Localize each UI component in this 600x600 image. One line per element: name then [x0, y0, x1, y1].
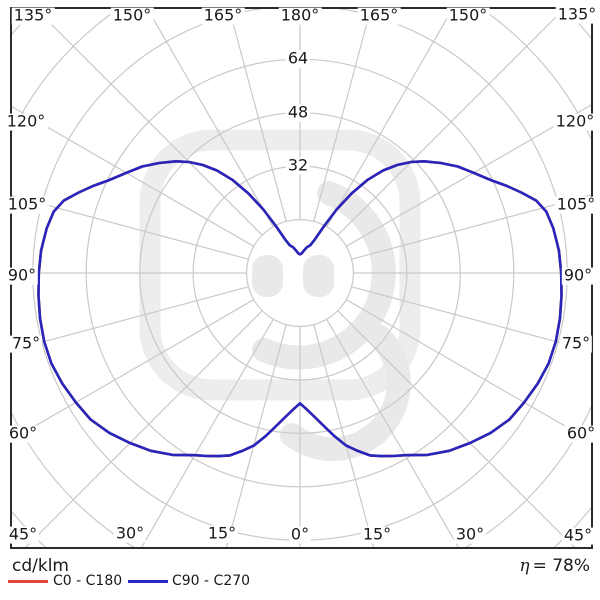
- angle-tick-label: 45°: [6, 524, 40, 544]
- angle-tick-label: 60°: [6, 423, 40, 443]
- angle-tick-label: 15°: [360, 524, 394, 544]
- angle-tick-label: 135°: [555, 4, 599, 24]
- angle-tick-label: 15°: [205, 523, 239, 543]
- angle-tick-label: 60°: [564, 423, 598, 443]
- polar-grid: [10, 7, 593, 549]
- angle-tick-label: 105°: [554, 194, 598, 214]
- legend-line-c90-c270: [128, 580, 168, 583]
- unit-label: cd/klm: [12, 556, 69, 576]
- angle-tick-label: 165°: [201, 5, 245, 25]
- angle-tick-label: 105°: [5, 194, 49, 214]
- polar-plot-area: [10, 7, 593, 549]
- angle-tick-label: 150°: [446, 5, 490, 25]
- radial-tick-label: 64: [285, 48, 311, 68]
- angle-tick-label: 150°: [110, 5, 154, 25]
- angle-tick-label: 75°: [559, 333, 593, 353]
- angle-tick-label: 0°: [288, 524, 312, 544]
- watermark-logo: [139, 129, 421, 462]
- efficiency-value: = 78%: [532, 556, 590, 576]
- radial-tick-label: 32: [285, 155, 311, 175]
- angle-tick-label: 30°: [113, 523, 147, 543]
- angle-tick-label: 120°: [4, 111, 48, 131]
- polar-plot-svg: [10, 7, 593, 549]
- legend-label-c0-c180: C0 - C180: [53, 573, 123, 589]
- angle-tick-label: 30°: [453, 524, 487, 544]
- angle-tick-label: 180°: [278, 5, 322, 25]
- angle-tick-label: 75°: [9, 333, 43, 353]
- legend-label-c90-c270: C90 - C270: [172, 573, 251, 589]
- angle-tick-label: 135°: [11, 5, 55, 25]
- angle-tick-label: 165°: [357, 5, 401, 25]
- legend-line-c0-c180: [8, 580, 48, 583]
- eta-symbol: η: [519, 556, 530, 576]
- intensity-curves: [37, 160, 563, 458]
- angle-tick-label: 90°: [561, 265, 595, 285]
- legend: cd/klm C0 - C180 C90 - C270 η = 78%: [0, 552, 600, 600]
- angle-tick-label: 90°: [5, 265, 39, 285]
- angle-tick-label: 120°: [553, 111, 597, 131]
- radial-tick-label: 48: [285, 102, 311, 122]
- efficiency-label: η = 78%: [519, 556, 590, 576]
- plot-frame-border: [10, 7, 593, 549]
- angle-tick-label: 45°: [561, 525, 595, 545]
